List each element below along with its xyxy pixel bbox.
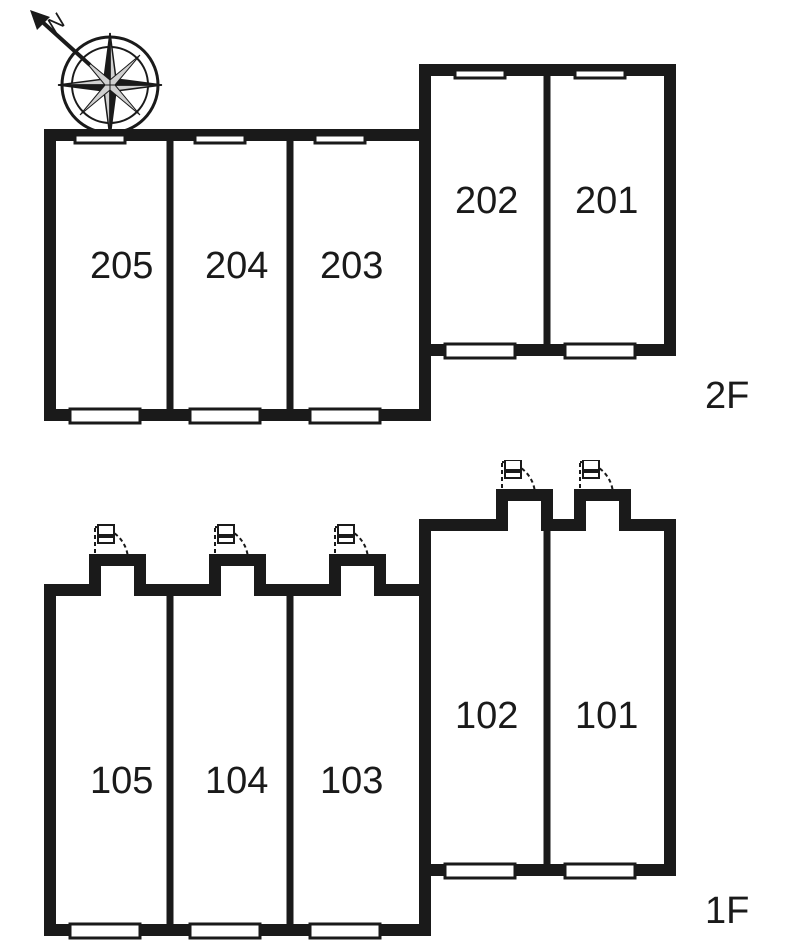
room-204-label: 204 bbox=[205, 245, 268, 288]
room-102-label: 102 bbox=[455, 695, 518, 738]
room-104-label: 104 bbox=[205, 760, 268, 803]
room-101-label: 101 bbox=[575, 695, 638, 738]
block-right-1f bbox=[425, 460, 670, 878]
room-105-label: 105 bbox=[90, 760, 153, 803]
label-1f: 1F bbox=[705, 890, 749, 933]
room-205-label: 205 bbox=[90, 245, 153, 288]
room-203-label: 203 bbox=[320, 245, 383, 288]
room-201-label: 201 bbox=[575, 180, 638, 223]
label-2f: 2F bbox=[705, 375, 749, 418]
room-103-label: 103 bbox=[320, 760, 383, 803]
room-202-label: 202 bbox=[455, 180, 518, 223]
block-left-1f bbox=[50, 525, 425, 938]
